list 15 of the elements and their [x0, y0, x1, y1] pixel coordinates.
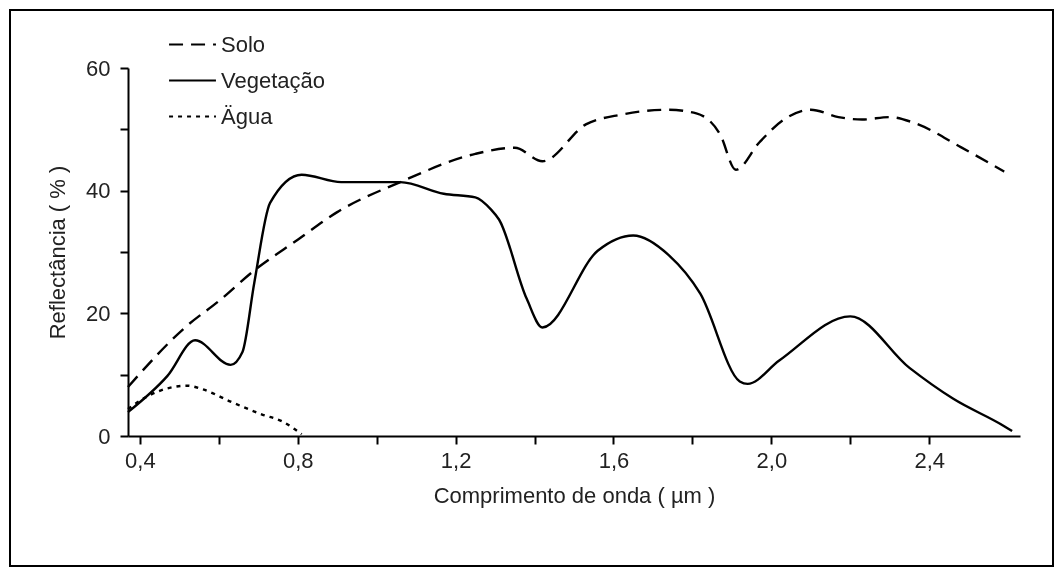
- x-tick-label: 1,6: [598, 447, 630, 473]
- y-tick-label: 20: [86, 300, 111, 326]
- legend-label: Solo: [221, 31, 266, 57]
- legend-label: Vegetação: [221, 67, 325, 93]
- y-tick-label: 60: [86, 55, 111, 81]
- legend-label: Ägua: [221, 103, 274, 129]
- x-tick-label: 0,8: [282, 447, 314, 473]
- y-axis-title: Reflectância ( % ): [45, 165, 71, 340]
- y-tick-label: 40: [86, 178, 111, 204]
- x-tick-label: 2,4: [914, 447, 946, 473]
- y-tick-label: 0: [98, 423, 111, 449]
- x-tick-label: 1,2: [440, 447, 472, 473]
- x-tick-label: 2,0: [756, 447, 788, 473]
- x-axis-title: Comprimento de onda ( µm ): [433, 482, 716, 508]
- x-tick-label: 0,4: [125, 447, 156, 473]
